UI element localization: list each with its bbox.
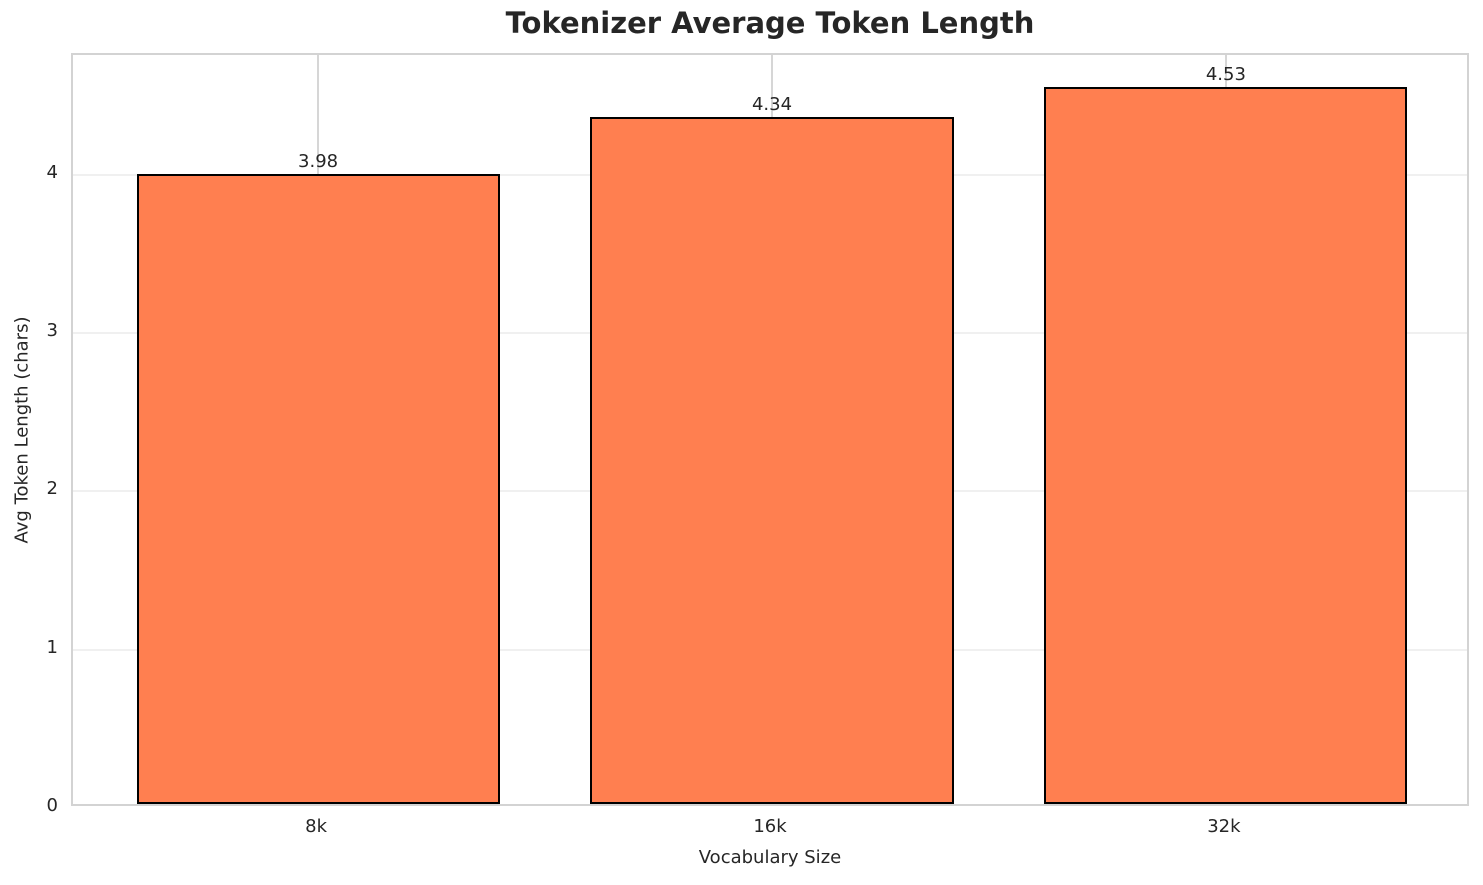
bar-value-label: 4.53 <box>1205 63 1246 85</box>
bar-value-label: 4.34 <box>751 93 793 115</box>
y-tick-label: 0 <box>46 795 58 816</box>
x-tick-label: 32k <box>1207 816 1241 837</box>
y-tick-label: 2 <box>46 478 58 500</box>
x-tick-label: 8k <box>305 816 328 837</box>
chart-title: Tokenizer Average Token Length <box>505 6 1035 40</box>
y-tick-label: 4 <box>46 161 58 183</box>
x-axis-label: Vocabulary Size <box>698 847 842 868</box>
bar-value-label: 3.98 <box>298 150 339 172</box>
x-tick-label: 16k <box>753 816 787 837</box>
y-axis-label: Avg Token Length (chars) <box>11 316 33 544</box>
bar <box>136 173 500 804</box>
bar <box>590 116 954 804</box>
bar <box>1044 86 1408 804</box>
y-tick-label: 1 <box>46 636 58 658</box>
y-tick-label: 3 <box>46 320 58 342</box>
plot-area: 3.98 4.34 4.53 <box>71 53 1469 806</box>
